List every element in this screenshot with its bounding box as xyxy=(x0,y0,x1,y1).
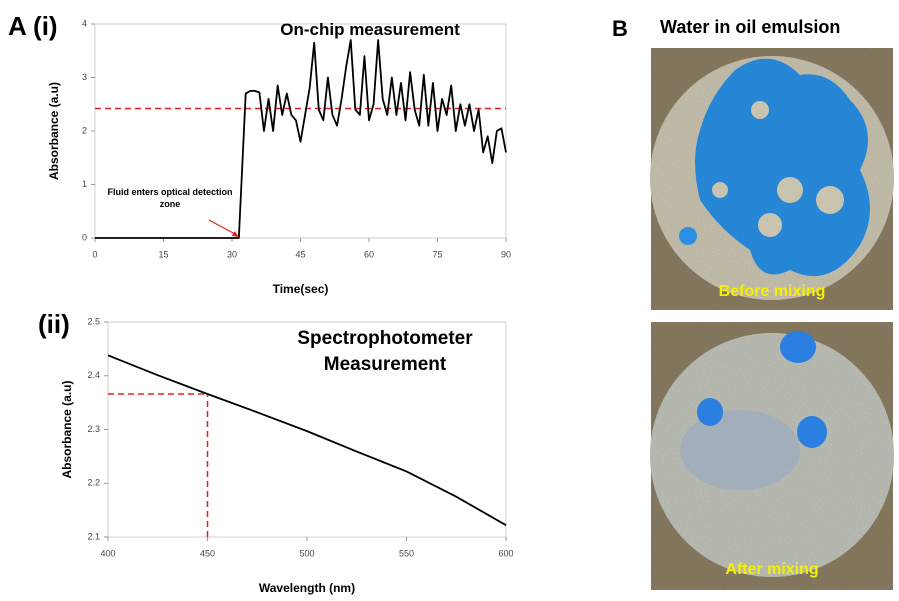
panel-label: B xyxy=(612,16,628,41)
x-tick-label: 400 xyxy=(100,548,115,558)
x-tick-label: 500 xyxy=(299,548,314,558)
x-tick-label: 90 xyxy=(501,249,511,259)
chart-title: On-chip measurement xyxy=(280,20,460,39)
x-tick-label: 550 xyxy=(399,548,414,558)
x-axis-title: Wavelength (nm) xyxy=(259,581,355,595)
y-tick-label: 2.5 xyxy=(87,316,100,326)
x-tick-label: 75 xyxy=(432,249,442,259)
x-tick-label: 600 xyxy=(498,548,513,558)
chart-title: Spectrophotometer Measurement xyxy=(297,328,473,375)
photo xyxy=(650,322,894,590)
x-tick-label: 60 xyxy=(364,249,374,259)
data-line xyxy=(95,39,507,239)
x-tick-label: 30 xyxy=(227,249,237,259)
data-line xyxy=(107,354,507,526)
y-tick-label: 3 xyxy=(82,72,87,82)
y-axis-title: Absorbance (a.u) xyxy=(47,82,61,180)
x-axis-title: Time(sec) xyxy=(273,282,329,296)
annotation-arrowhead xyxy=(231,231,239,237)
y-tick-label: 4 xyxy=(82,18,87,28)
photo-caption: Before mixing xyxy=(719,283,826,300)
y-tick-label: 2.4 xyxy=(87,370,100,380)
y-tick-label: 2.2 xyxy=(87,478,100,488)
annotation: Fluid enters optical detection zone xyxy=(107,187,233,209)
y-axis-title: Absorbance (a.u) xyxy=(60,380,74,478)
x-tick-label: 0 xyxy=(92,249,97,259)
photo xyxy=(650,48,894,310)
x-tick-label: 15 xyxy=(158,249,168,259)
panel-title: Water in oil emulsion xyxy=(660,17,840,37)
x-tick-label: 450 xyxy=(200,548,215,558)
panel-label: A (i) xyxy=(8,11,58,41)
y-tick-label: 2.3 xyxy=(87,424,100,434)
photo-caption: After mixing xyxy=(725,561,818,578)
x-tick-label: 45 xyxy=(295,249,305,259)
y-tick-label: 1 xyxy=(82,179,87,189)
y-tick-label: 2.1 xyxy=(87,531,100,541)
y-tick-label: 0 xyxy=(82,232,87,242)
panel-label: (ii) xyxy=(38,309,70,339)
y-tick-label: 2 xyxy=(82,125,87,135)
annotation-arrow xyxy=(208,219,238,236)
